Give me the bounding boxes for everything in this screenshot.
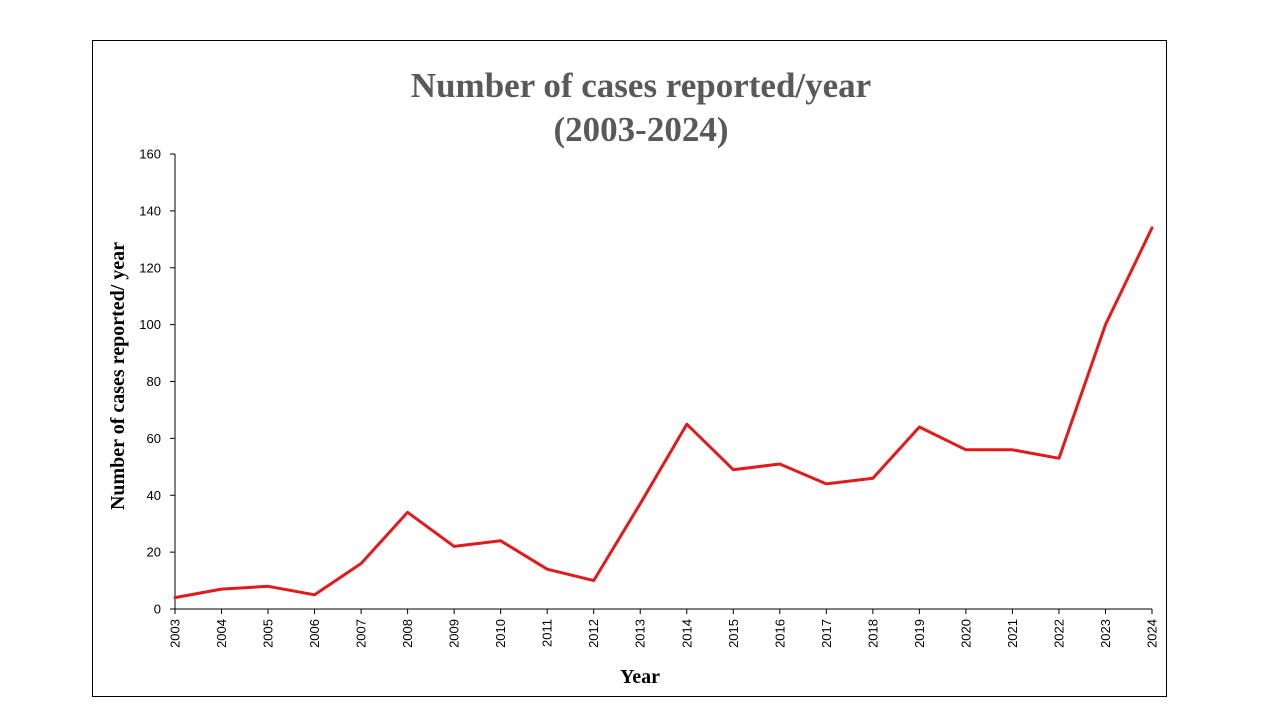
x-tick-label: 2012	[586, 619, 601, 648]
y-tick-label: 60	[147, 431, 161, 446]
x-tick-label: 2004	[214, 619, 229, 648]
x-tick-label: 2014	[679, 619, 694, 648]
y-tick-label: 140	[139, 203, 161, 218]
x-tick-label: 2005	[261, 619, 276, 648]
series-layer	[173, 226, 1154, 600]
y-tick-label: 20	[147, 545, 161, 560]
axes	[174, 154, 1152, 610]
x-tick-label: 2007	[354, 619, 369, 648]
y-tick-label: 160	[139, 147, 161, 162]
chart-title-line-2: (2003-2024)	[553, 110, 729, 149]
x-tick-label: 2011	[540, 619, 555, 647]
x-tick-label: 2016	[772, 619, 787, 648]
y-tick-label: 120	[139, 260, 161, 275]
x-tick-label: 2023	[1098, 619, 1113, 648]
series-line	[173, 226, 1154, 600]
x-tick-label: 2024	[1145, 619, 1160, 648]
chart-title: Number of cases reported/year (2003-2024…	[92, 64, 1190, 152]
x-tick-label: 2010	[493, 619, 508, 648]
x-tick-label: 2019	[912, 619, 927, 648]
y-tick-label: 100	[139, 317, 161, 332]
y-tick-label: 40	[147, 488, 161, 503]
x-tick-label: 2022	[1051, 619, 1066, 648]
y-tick-label: 0	[154, 602, 161, 617]
y-axis-title: Number of cases reported/ year	[107, 242, 129, 510]
x-tick-label: 2003	[168, 619, 183, 648]
ticks: 0 20 40 60 80 100 120 140 160 2003 2004 2005 2006 200…	[139, 147, 1159, 648]
x-tick-label: 2008	[400, 619, 415, 648]
x-tick-label: 2013	[633, 619, 648, 648]
x-tick-label: 2006	[307, 619, 322, 648]
chart-title-line-1: Number of cases reported/year	[410, 66, 872, 105]
x-tick-label: 2020	[958, 619, 973, 648]
chart-frame	[92, 40, 1167, 697]
x-tick-label: 2021	[1005, 619, 1020, 648]
x-tick-label: 2018	[865, 619, 880, 648]
x-tick-label: 2015	[726, 619, 741, 648]
x-tick-label: 2009	[447, 619, 462, 648]
x-tick-label: 2017	[819, 619, 834, 648]
x-axis-title: Year	[620, 666, 660, 688]
y-tick-label: 80	[147, 374, 161, 389]
